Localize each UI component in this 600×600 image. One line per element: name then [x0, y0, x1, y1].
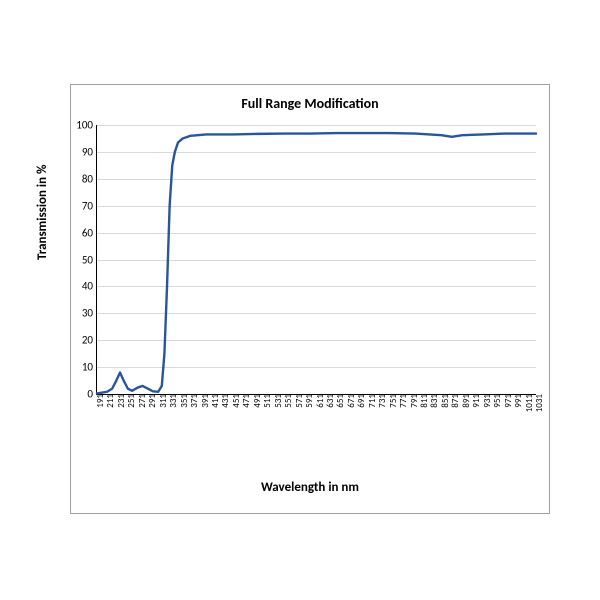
- y-tick-label: 40: [82, 280, 97, 293]
- y-tick-label: 30: [82, 307, 97, 320]
- x-tick-label: 1031: [532, 394, 545, 412]
- y-tick-label: 70: [82, 199, 97, 212]
- line-series: [97, 125, 536, 394]
- plot-area: 0102030405060708090100191211231251271291…: [96, 125, 536, 395]
- chart-outer-border: Full Range Modification 0102030405060708…: [70, 84, 550, 514]
- x-axis-label: Wavelength in nm: [71, 480, 549, 495]
- y-tick-label: 100: [76, 119, 97, 132]
- y-tick-label: 10: [82, 361, 97, 374]
- y-tick-label: 90: [82, 145, 97, 158]
- y-tick-label: 50: [82, 253, 97, 266]
- y-tick-label: 20: [82, 334, 97, 347]
- chart-title: Full Range Modification: [71, 95, 549, 112]
- y-axis-label: Transmission in %: [35, 164, 50, 260]
- y-tick-label: 80: [82, 172, 97, 185]
- y-tick-label: 60: [82, 226, 97, 239]
